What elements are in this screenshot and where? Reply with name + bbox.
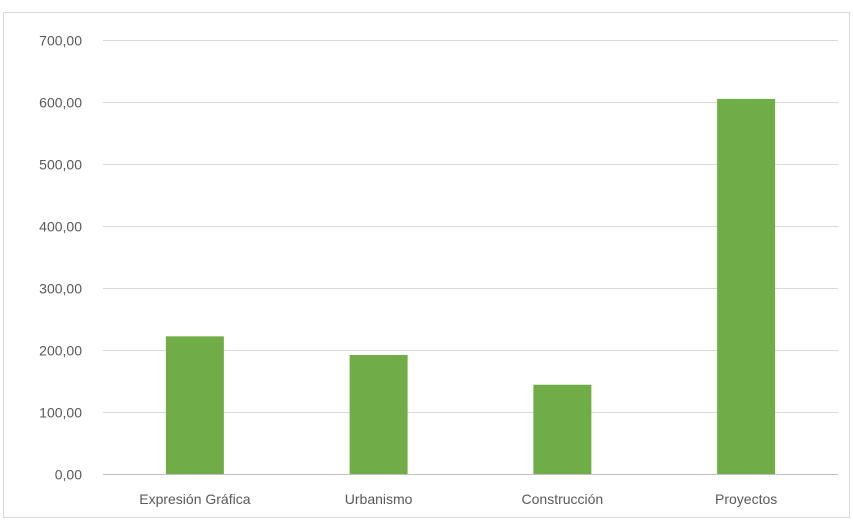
- x-tick-label: Expresión Gráfica: [139, 491, 250, 507]
- bars: [165, 98, 776, 475]
- y-tick-label: 700,00: [39, 33, 82, 49]
- x-axis-category-labels: Expresión Gráfica Urbanismo Construcción Pr…: [139, 491, 777, 507]
- y-tick-label: 100,00: [39, 405, 82, 421]
- y-tick-label: 200,00: [39, 343, 82, 359]
- x-tick-label: Proyectos: [715, 491, 777, 507]
- bar: [165, 336, 224, 474]
- y-tick-label: 600,00: [39, 95, 82, 111]
- y-tick-label: 400,00: [39, 219, 82, 235]
- gridlines: [103, 40, 838, 413]
- y-tick-label: 500,00: [39, 157, 82, 173]
- bar: [717, 98, 776, 475]
- y-tick-label: 0,00: [55, 467, 82, 483]
- bar: [349, 354, 408, 474]
- y-axis-tick-labels: 0,00 100,00 200,00 300,00 400,00 500,00 600,00…: [39, 33, 82, 483]
- x-tick-label: Construcción: [522, 491, 604, 507]
- x-tick-label: Urbanismo: [345, 491, 413, 507]
- bar: [533, 384, 592, 474]
- y-tick-label: 300,00: [39, 281, 82, 297]
- chart-frame: [3, 12, 850, 518]
